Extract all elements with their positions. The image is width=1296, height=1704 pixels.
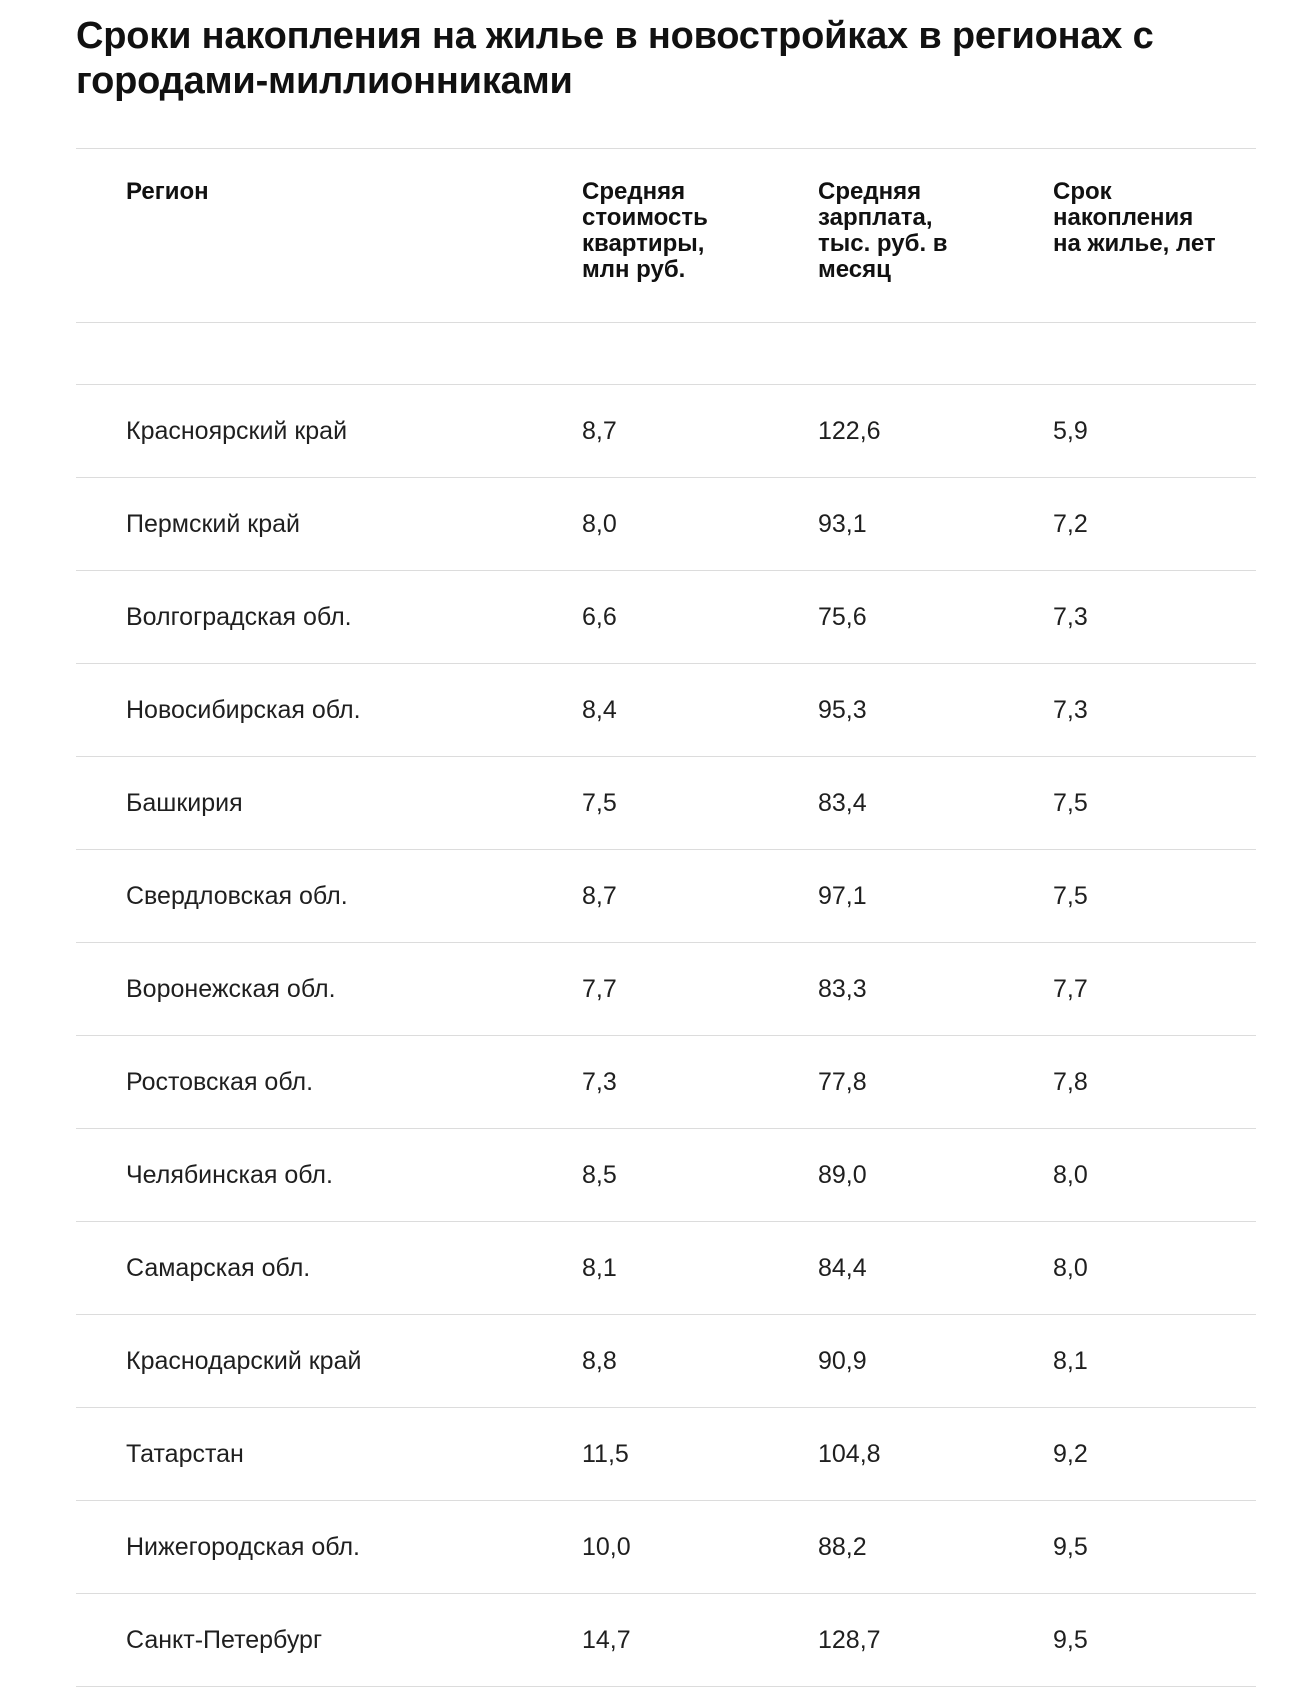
table-row: Татарстан 11,5 104,8 9,2 (76, 1408, 1256, 1500)
cell-price: 8,0 (582, 510, 617, 538)
cell-salary: 83,4 (818, 789, 867, 817)
cell-years: 9,2 (1053, 1440, 1088, 1468)
table-body: Красноярский край 8,7 122,6 5,9 Пермский кра… (76, 385, 1256, 1687)
table-row: Воронежская обл. 7,7 83,3 7,7 (76, 943, 1256, 1035)
cell-salary: 75,6 (818, 603, 867, 631)
cell-years: 8,1 (1053, 1347, 1088, 1375)
header-region: Регион (126, 178, 209, 205)
cell-salary: 83,3 (818, 975, 867, 1003)
cell-salary: 95,3 (818, 696, 867, 724)
table-divider (76, 1407, 1256, 1408)
cell-salary: 77,8 (818, 1068, 867, 1096)
cell-price: 8,1 (582, 1254, 617, 1282)
cell-years: 7,8 (1053, 1068, 1088, 1096)
cell-years: 7,3 (1053, 603, 1088, 631)
cell-price: 8,8 (582, 1347, 617, 1375)
cell-region: Самарская обл. (126, 1254, 311, 1282)
cell-salary: 93,1 (818, 510, 867, 538)
cell-salary: 104,8 (818, 1440, 881, 1468)
cell-salary: 88,2 (818, 1533, 867, 1561)
cell-years: 9,5 (1053, 1626, 1088, 1654)
cell-years: 7,5 (1053, 882, 1088, 910)
cell-price: 14,7 (582, 1626, 631, 1654)
table-divider (76, 663, 1256, 664)
table-divider (76, 1314, 1256, 1315)
table-row: Нижегородская обл. 10,0 88,2 9,5 (76, 1501, 1256, 1593)
data-table: Регион Средняя стоимость квартиры, млн р… (76, 148, 1256, 1687)
table-row: Волгоградская обл. 6,6 75,6 7,3 (76, 571, 1256, 663)
cell-region: Новосибирская обл. (126, 696, 361, 724)
cell-region: Пермский край (126, 510, 300, 538)
cell-years: 7,3 (1053, 696, 1088, 724)
cell-salary: 128,7 (818, 1626, 881, 1654)
table-row: Самарская обл. 8,1 84,4 8,0 (76, 1222, 1256, 1314)
table-divider (76, 849, 1256, 850)
cell-region: Татарстан (126, 1440, 244, 1468)
cell-region: Воронежская обл. (126, 975, 336, 1003)
cell-price: 8,7 (582, 417, 617, 445)
table-row: Челябинская обл. 8,5 89,0 8,0 (76, 1129, 1256, 1221)
cell-region: Челябинская обл. (126, 1161, 333, 1189)
table-divider (76, 322, 1256, 323)
cell-region: Красноярский край (126, 417, 348, 445)
cell-region: Ростовская обл. (126, 1068, 314, 1096)
header-salary: Средняя зарплата, тыс. руб. в месяц (818, 178, 948, 283)
cell-salary: 122,6 (818, 417, 881, 445)
cell-region: Краснодарский край (126, 1347, 362, 1375)
table-divider (76, 1686, 1256, 1687)
table-divider (76, 1035, 1256, 1036)
cell-years: 8,0 (1053, 1161, 1088, 1189)
cell-price: 8,7 (582, 882, 617, 910)
cell-price: 7,7 (582, 975, 617, 1003)
cell-price: 8,4 (582, 696, 617, 724)
cell-salary: 89,0 (818, 1161, 867, 1189)
table-row: Свердловская обл. 8,7 97,1 7,5 (76, 850, 1256, 942)
cell-price: 6,6 (582, 603, 617, 631)
header-years: Срок накопления на жилье, лет (1053, 178, 1216, 257)
table-divider (76, 942, 1256, 943)
cell-years: 7,5 (1053, 789, 1088, 817)
table-divider (76, 1500, 1256, 1501)
table-divider (76, 148, 1256, 149)
table-divider (76, 384, 1256, 385)
table-row: Башкирия 7,5 83,4 7,5 (76, 757, 1256, 849)
table-divider (76, 477, 1256, 478)
cell-price: 7,3 (582, 1068, 617, 1096)
table-row: Ростовская обл. 7,3 77,8 7,8 (76, 1036, 1256, 1128)
cell-price: 7,5 (582, 789, 617, 817)
table-divider (76, 1593, 1256, 1594)
table-divider (76, 756, 1256, 757)
cell-region: Санкт-Петербург (126, 1626, 323, 1654)
cell-years: 9,5 (1053, 1533, 1088, 1561)
cell-region: Нижегородская обл. (126, 1533, 360, 1561)
cell-years: 7,2 (1053, 510, 1088, 538)
cell-region: Башкирия (126, 789, 243, 817)
cell-years: 5,9 (1053, 417, 1088, 445)
table-row: Пермский край 8,0 93,1 7,2 (76, 478, 1256, 570)
cell-price: 11,5 (582, 1440, 629, 1468)
table-row: Санкт-Петербург 14,7 128,7 9,5 (76, 1594, 1256, 1686)
table-header-row: Регион Средняя стоимость квартиры, млн р… (76, 149, 1256, 322)
cell-salary: 97,1 (818, 882, 867, 910)
cell-salary: 90,9 (818, 1347, 867, 1375)
cell-price: 10,0 (582, 1533, 631, 1561)
table-divider (76, 570, 1256, 571)
cell-salary: 84,4 (818, 1254, 867, 1282)
table-row: Красноярский край 8,7 122,6 5,9 (76, 385, 1256, 477)
header-price: Средняя стоимость квартиры, млн руб. (582, 178, 708, 283)
table-row: Краснодарский край 8,8 90,9 8,1 (76, 1315, 1256, 1407)
cell-years: 8,0 (1053, 1254, 1088, 1282)
cell-years: 7,7 (1053, 975, 1088, 1003)
page-title: Сроки накопления на жилье в новостройках… (76, 15, 1154, 102)
table-divider (76, 1128, 1256, 1129)
cell-region: Волгоградская обл. (126, 603, 352, 631)
table-row: Новосибирская обл. 8,4 95,3 7,3 (76, 664, 1256, 756)
cell-region: Свердловская обл. (126, 882, 348, 910)
table-divider (76, 1221, 1256, 1222)
cell-price: 8,5 (582, 1161, 617, 1189)
table-spacer-row (76, 323, 1256, 384)
